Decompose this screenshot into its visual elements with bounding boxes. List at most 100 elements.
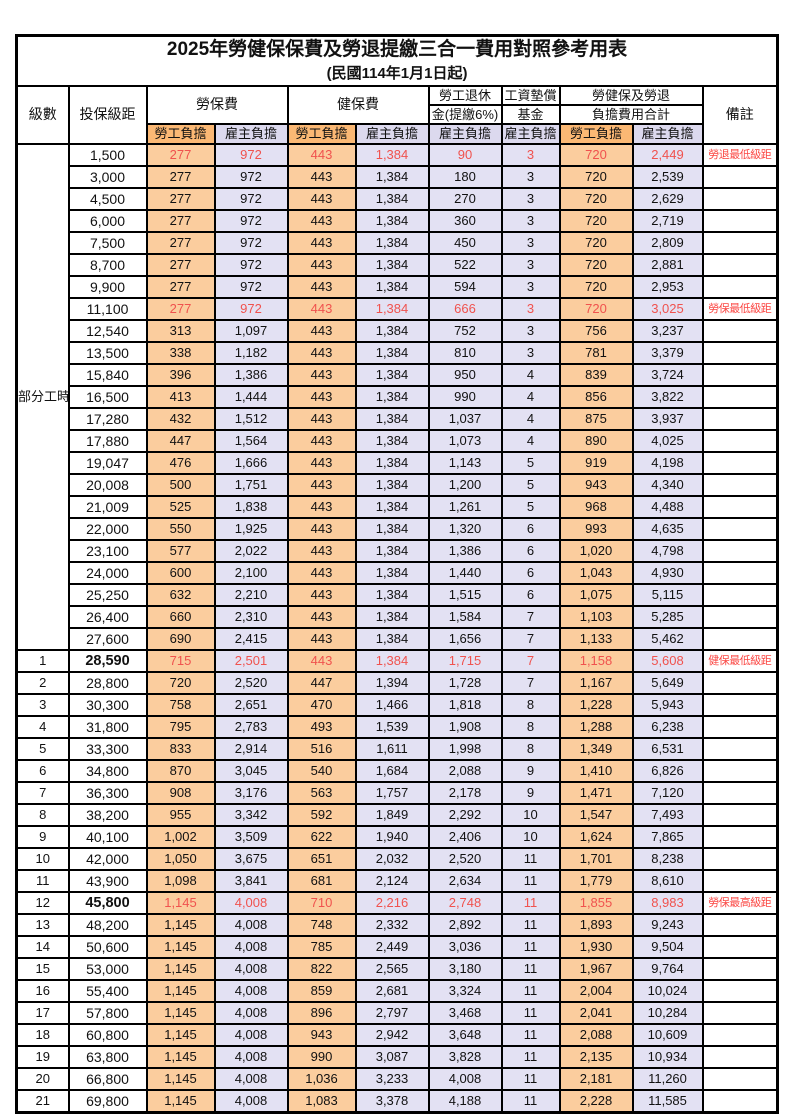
total-employer-fee: 8,238: [631, 846, 704, 871]
total-employee-fee: 2,135: [558, 1044, 634, 1069]
col-header-arrear-line2: 基金: [500, 103, 561, 125]
health-employee-fee: 785: [286, 934, 357, 959]
arrear-fund-employer-fee: 11: [500, 1000, 561, 1025]
table-row: 20,008 500 1,751 443 1,384 1,200 5 943 4,340: [17, 472, 779, 497]
health-employee-fee: 943: [286, 1022, 357, 1047]
health-employer-fee: 1,684: [354, 758, 430, 783]
table-row: 11,100 277 972 443 1,384 666 3 720 3,025 勞保最低級距: [17, 296, 779, 321]
health-employer-fee: 1,384: [354, 494, 430, 519]
labor-employer-fee: 972: [213, 142, 289, 167]
health-employer-fee: 2,797: [354, 1000, 430, 1025]
arrear-fund-employer-fee: 7: [500, 648, 561, 673]
total-employer-fee: 10,024: [631, 978, 704, 1003]
labor-employer-fee: 2,783: [213, 714, 289, 739]
health-employee-fee: 822: [286, 956, 357, 981]
col-header-pension-line2: 金(提繳6%): [427, 103, 503, 125]
insured-bracket: 25,250: [67, 582, 148, 607]
labor-employer-fee: 3,509: [213, 824, 289, 849]
total-employer-fee: 4,930: [631, 560, 704, 585]
arrear-fund-employer-fee: 3: [500, 296, 561, 321]
table-row: 25,250 632 2,210 443 1,384 1,515 6 1,075 5,115: [17, 582, 779, 607]
col-header-labor-insurance: 勞保費: [145, 84, 289, 125]
table-row: 22,000 550 1,925 443 1,384 1,320 6 993 4,635: [17, 516, 779, 541]
pension-employer-fee: 1,261: [427, 494, 503, 519]
health-employee-fee: 443: [286, 164, 357, 189]
health-employer-fee: 1,384: [354, 384, 430, 409]
labor-employee-fee: 338: [145, 340, 216, 365]
total-employer-fee: 5,462: [631, 626, 704, 651]
total-employee-fee: 875: [558, 406, 634, 431]
note-cell: [701, 846, 779, 871]
labor-employer-fee: 4,008: [213, 912, 289, 937]
labor-employer-fee: 1,666: [213, 450, 289, 475]
col-header-arrear-line1: 工資墊償: [500, 84, 561, 106]
labor-employee-fee: 277: [145, 164, 216, 189]
pension-employer-fee: 1,515: [427, 582, 503, 607]
total-employer-fee: 5,649: [631, 670, 704, 695]
note-cell: [701, 956, 779, 981]
level-cell: 9: [15, 824, 70, 849]
insured-bracket: 9,900: [67, 274, 148, 299]
col-header-note: 備註: [701, 84, 779, 145]
labor-employer-fee: 2,022: [213, 538, 289, 563]
pension-employer-fee: 3,648: [427, 1022, 503, 1047]
labor-employer-fee: 3,841: [213, 868, 289, 893]
labor-employee-fee: 277: [145, 252, 216, 277]
table-row: 12,540 313 1,097 443 1,384 752 3 756 3,237: [17, 318, 779, 343]
table-row: 17,280 432 1,512 443 1,384 1,037 4 875 3,937: [17, 406, 779, 431]
health-employee-fee: 447: [286, 670, 357, 695]
pension-employer-fee: 1,200: [427, 472, 503, 497]
total-employee-fee: 1,701: [558, 846, 634, 871]
arrear-fund-employer-fee: 6: [500, 582, 561, 607]
note-cell: [701, 318, 779, 343]
labor-employer-fee: 4,008: [213, 890, 289, 915]
table-row: 8,700 277 972 443 1,384 522 3 720 2,881: [17, 252, 779, 277]
labor-employer-fee: 2,501: [213, 648, 289, 673]
total-employer-fee: 8,610: [631, 868, 704, 893]
health-employee-fee: 443: [286, 626, 357, 651]
fee-reference-sheet: 2025年勞健保保費及勞退提繳三合一費用對照參考用表 (民國114年1月1日起)…: [15, 34, 780, 1114]
labor-employee-fee: 577: [145, 538, 216, 563]
total-employee-fee: 856: [558, 384, 634, 409]
insured-bracket: 50,600: [67, 934, 148, 959]
health-employer-fee: 1,384: [354, 362, 430, 387]
total-employer-fee: 7,493: [631, 802, 704, 827]
health-employee-fee: 681: [286, 868, 357, 893]
total-employee-fee: 1,158: [558, 648, 634, 673]
health-employer-fee: 1,384: [354, 538, 430, 563]
health-employer-fee: 2,942: [354, 1022, 430, 1047]
arrear-fund-employer-fee: 8: [500, 692, 561, 717]
arrear-fund-employer-fee: 8: [500, 714, 561, 739]
note-cell: [701, 802, 779, 827]
health-employer-fee: 1,384: [354, 208, 430, 233]
labor-employer-fee: 1,925: [213, 516, 289, 541]
pension-employer-fee: 90: [427, 142, 503, 167]
insured-bracket: 8,700: [67, 252, 148, 277]
pension-employer-fee: 666: [427, 296, 503, 321]
col-header-health-insurance: 健保費: [286, 84, 430, 125]
health-employer-fee: 1,394: [354, 670, 430, 695]
arrear-fund-employer-fee: 11: [500, 956, 561, 981]
pension-employer-fee: 360: [427, 208, 503, 233]
total-employer-fee: 2,539: [631, 164, 704, 189]
note-cell: [701, 516, 779, 541]
level-cell: 6: [15, 758, 70, 783]
total-employer-fee: 9,243: [631, 912, 704, 937]
level-cell: 5: [15, 736, 70, 761]
labor-employee-fee: 1,145: [145, 978, 216, 1003]
labor-employer-fee: 1,182: [213, 340, 289, 365]
level-cell: 11: [15, 868, 70, 893]
pension-employer-fee: 950: [427, 362, 503, 387]
total-employee-fee: 1,133: [558, 626, 634, 651]
health-employer-fee: 1,757: [354, 780, 430, 805]
insured-bracket: 42,000: [67, 846, 148, 871]
pension-employer-fee: 450: [427, 230, 503, 255]
pension-employer-fee: 594: [427, 274, 503, 299]
pension-employer-fee: 2,292: [427, 802, 503, 827]
labor-employee-fee: 277: [145, 208, 216, 233]
note-cell: [701, 230, 779, 255]
arrear-fund-employer-fee: 3: [500, 340, 561, 365]
total-employee-fee: 1,103: [558, 604, 634, 629]
total-employee-fee: 1,930: [558, 934, 634, 959]
health-employee-fee: 443: [286, 538, 357, 563]
